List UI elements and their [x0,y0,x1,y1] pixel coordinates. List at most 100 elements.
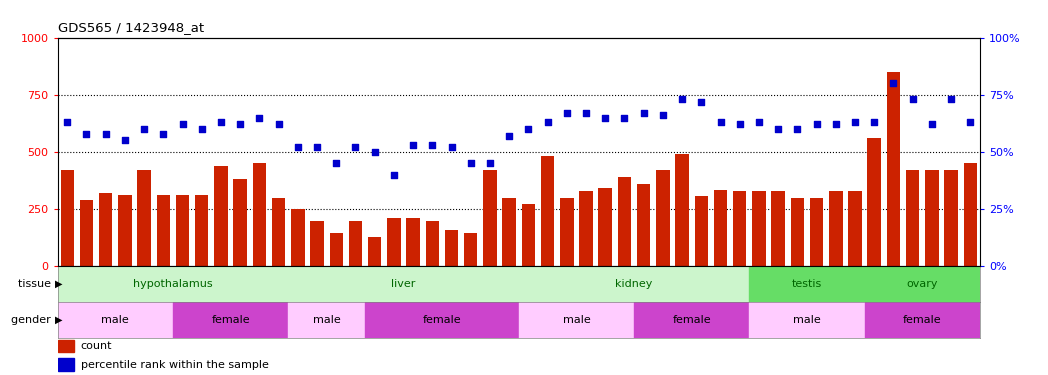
Bar [99,193,112,266]
Point [577,110,594,116]
Bar [771,191,785,266]
Bar [749,266,865,302]
Point [808,122,825,128]
Bar [387,218,400,266]
Bar [733,191,746,266]
Point [462,160,479,166]
Bar [810,198,824,266]
Text: ▶: ▶ [54,315,62,325]
Bar [288,302,365,338]
Bar [464,233,478,266]
Bar [61,170,74,266]
Bar [714,190,727,266]
Point [750,119,767,125]
Bar [288,266,519,302]
Point [789,126,806,132]
Bar [173,302,288,338]
Text: percentile rank within the sample: percentile rank within the sample [81,360,268,370]
Point [367,149,384,155]
Point [194,126,211,132]
Text: tissue: tissue [18,279,54,289]
Bar [865,302,980,338]
Point [270,122,287,128]
Point [713,119,729,125]
Bar [156,195,170,266]
Bar [865,266,980,302]
Point [732,122,748,128]
Text: GDS565 / 1423948_at: GDS565 / 1423948_at [58,21,203,34]
Bar [310,220,324,266]
Text: testis: testis [792,279,822,289]
Point [289,144,306,150]
Point [423,142,441,148]
Point [847,119,864,125]
Text: ▶: ▶ [54,279,62,289]
Text: hypothalamus: hypothalamus [133,279,213,289]
Bar [291,209,305,266]
Point [174,122,191,128]
Point [405,142,421,148]
Bar [271,198,285,266]
Bar [637,184,651,266]
Bar [598,189,612,266]
Point [97,130,114,136]
Bar [790,198,804,266]
Point [770,126,787,132]
Point [962,119,979,125]
Bar [905,170,919,266]
Point [674,96,691,102]
Bar [349,220,363,266]
Bar [541,156,554,266]
Bar [868,138,881,266]
Bar [58,340,74,352]
Point [693,99,709,105]
Point [923,122,940,128]
Point [886,80,902,86]
Point [59,119,75,125]
Text: kidney: kidney [615,279,653,289]
Bar [58,302,173,338]
Bar [752,191,766,266]
Point [654,112,672,118]
Bar [176,195,190,266]
Bar [519,266,749,302]
Bar [58,266,288,302]
Bar [617,177,631,266]
Point [155,130,172,136]
Bar [695,196,708,266]
Bar [444,230,458,266]
Bar [519,302,634,338]
Point [309,144,326,150]
Bar [80,200,93,266]
Bar [118,195,132,266]
Text: female: female [212,315,249,325]
Bar [329,233,343,266]
Point [347,144,364,150]
Bar [407,218,420,266]
Bar [829,191,843,266]
Text: ovary: ovary [907,279,938,289]
Text: male: male [312,315,341,325]
Point [866,119,882,125]
Point [597,115,614,121]
Point [328,160,345,166]
Point [79,130,94,136]
Bar [137,170,151,266]
Bar [749,302,865,338]
Text: count: count [81,341,112,351]
Text: gender: gender [12,315,54,325]
Point [386,172,402,178]
Point [540,119,556,125]
Point [232,122,248,128]
Point [252,115,268,121]
Text: male: male [102,315,129,325]
Bar [365,302,519,338]
Point [616,115,633,121]
Point [136,126,153,132]
Text: female: female [903,315,941,325]
Bar [656,170,670,266]
Bar [425,220,439,266]
Text: female: female [673,315,711,325]
Bar [925,170,939,266]
Bar [483,170,497,266]
